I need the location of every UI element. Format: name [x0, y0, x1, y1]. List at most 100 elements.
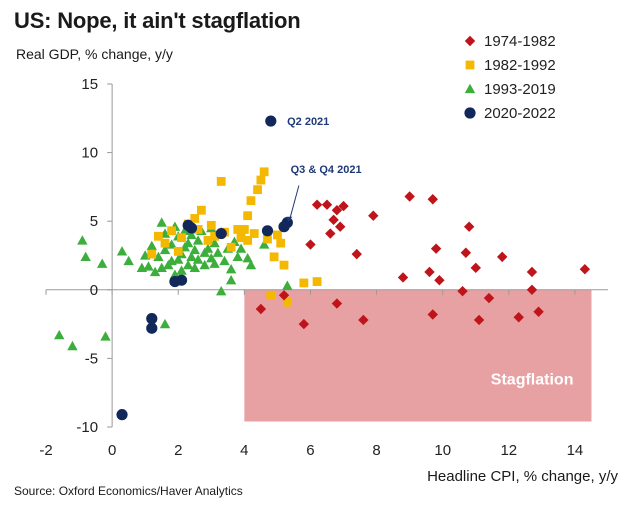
data-point-triangle: [176, 265, 187, 275]
x-tick-label: 10: [434, 442, 451, 459]
y-tick-label: 0: [90, 282, 98, 299]
x-axis-label: Headline CPI, % change, y/y: [427, 468, 618, 485]
annotation-q2-2021: Q2 2021: [287, 116, 329, 128]
x-tick-label: -2: [39, 442, 52, 459]
data-point-square: [193, 225, 203, 234]
stagflation-label: Stagflation: [491, 371, 574, 388]
data-point-square: [256, 175, 266, 185]
data-point-square: [312, 277, 322, 286]
y-tick-label: 5: [90, 213, 98, 230]
data-point-diamond: [328, 214, 339, 226]
data-point-circle: [215, 227, 227, 240]
data-point-square: [236, 233, 246, 243]
data-point-diamond: [434, 274, 445, 286]
data-point-triangle: [123, 255, 134, 266]
data-point-triangle: [209, 258, 220, 268]
data-point-diamond: [368, 210, 379, 221]
source-note: Source: Oxford Economics/Haver Analytics: [14, 484, 243, 498]
data-point-diamond: [331, 298, 343, 309]
data-point-triangle: [219, 255, 230, 266]
data-point-square: [154, 231, 163, 241]
x-tick-label: 0: [108, 442, 116, 459]
data-point-triangle: [156, 262, 167, 273]
data-point-diamond: [579, 264, 591, 275]
data-point-square: [233, 225, 243, 234]
data-point-square: [167, 226, 177, 236]
data-point-circle: [146, 322, 158, 334]
data-point-square: [249, 229, 259, 238]
annotation-arrow-line: [288, 185, 300, 221]
data-point-triangle: [192, 235, 204, 245]
data-point-square: [259, 167, 269, 177]
data-point-diamond: [358, 314, 369, 326]
data-point-triangle: [179, 225, 191, 235]
data-point-diamond: [526, 284, 538, 295]
data-point-square: [190, 214, 200, 223]
data-point-circle: [261, 225, 274, 237]
data-point-diamond: [427, 309, 438, 320]
data-point-triangle: [146, 240, 157, 251]
data-point-triangle: [242, 253, 253, 263]
data-point-diamond: [463, 221, 475, 232]
data-point-diamond: [321, 199, 333, 210]
data-point-square: [243, 211, 253, 221]
chart-title: US: Nope, it ain't stagflation: [14, 8, 301, 33]
x-tick-label: 6: [306, 442, 314, 459]
data-point-square: [253, 185, 262, 195]
data-point-diamond: [404, 191, 415, 202]
data-point-diamond: [427, 194, 438, 205]
legend-marker-triangle: [464, 83, 476, 94]
data-point-triangle: [149, 266, 161, 277]
annotation-q3-q4-2021: Q3 & Q4 2021: [291, 164, 362, 176]
data-point-triangle: [80, 251, 91, 262]
data-point-square: [269, 252, 279, 262]
data-point-triangle: [235, 243, 247, 253]
data-point-diamond: [325, 228, 336, 239]
data-point-square: [282, 297, 292, 307]
data-point-square: [216, 177, 226, 186]
data-point-triangle: [182, 259, 194, 270]
annotation-arrow-head: [286, 216, 293, 222]
data-point-triangle: [67, 340, 78, 351]
data-point-triangle: [77, 235, 88, 245]
legend-marker-diamond: [464, 35, 476, 47]
data-point-square: [203, 236, 213, 245]
data-point-diamond: [483, 292, 495, 304]
y-tick-label: 15: [81, 76, 98, 93]
data-point-triangle: [186, 251, 197, 262]
data-point-diamond: [526, 266, 538, 278]
data-point-triangle: [225, 264, 237, 274]
data-point-triangle: [143, 261, 154, 271]
data-point-triangle: [100, 331, 111, 341]
data-point-triangle: [232, 251, 243, 262]
x-tick-label: 2: [174, 442, 182, 459]
legend-label: 1982-1992: [484, 57, 556, 74]
data-point-diamond: [430, 243, 442, 254]
data-point-diamond: [305, 239, 316, 250]
data-point-circle: [185, 222, 198, 234]
data-point-diamond: [470, 262, 481, 274]
data-point-triangle: [153, 251, 164, 262]
data-point-diamond: [513, 312, 524, 323]
data-point-diamond: [278, 290, 290, 301]
data-point-square: [226, 242, 236, 252]
data-point-diamond: [424, 266, 435, 278]
data-point-triangle: [282, 280, 293, 290]
data-point-triangle: [159, 318, 171, 329]
data-point-triangle: [186, 229, 197, 240]
data-point-square: [263, 234, 272, 244]
data-point-diamond: [397, 272, 409, 283]
data-point-square: [210, 231, 219, 241]
data-point-diamond: [497, 251, 508, 263]
data-point-triangle: [202, 243, 214, 253]
legend-label: 1974-1982: [484, 33, 556, 50]
data-point-square: [299, 278, 309, 288]
x-tick-label: 4: [240, 442, 248, 459]
data-point-square: [206, 220, 216, 230]
data-point-diamond: [298, 318, 310, 330]
data-point-square: [276, 238, 286, 248]
y-tick-label: -10: [76, 419, 98, 436]
data-point-triangle: [189, 262, 200, 273]
data-point-square: [173, 246, 183, 256]
data-point-triangle: [173, 254, 184, 264]
